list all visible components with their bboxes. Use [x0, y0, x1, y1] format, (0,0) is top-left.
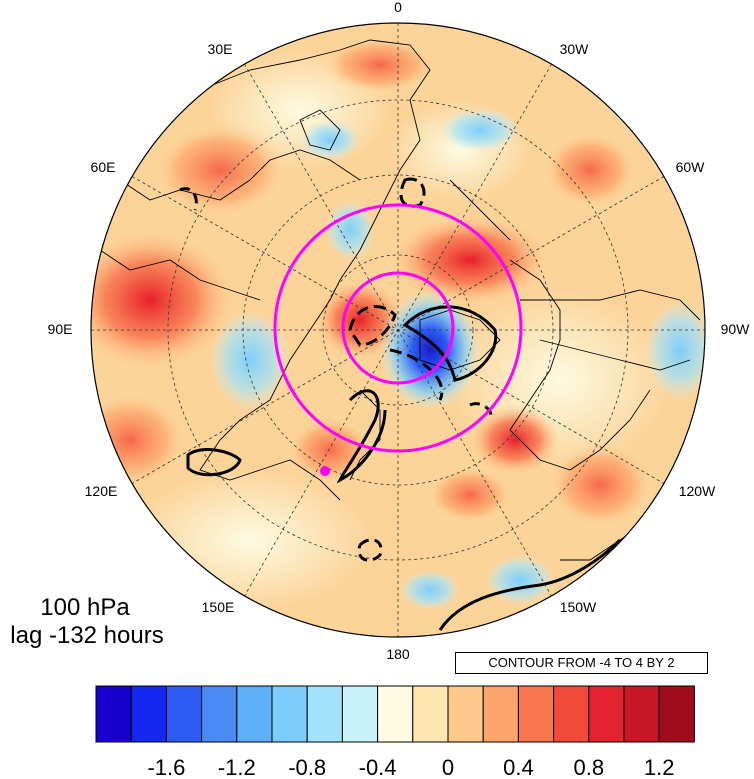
lon-label-180: 180	[386, 646, 410, 662]
colorbar-swatch	[588, 685, 625, 743]
location-marker	[320, 466, 330, 476]
colorbar-swatch	[271, 685, 308, 743]
colorbar-swatch	[658, 685, 695, 743]
outer-reference-circle	[273, 203, 523, 453]
colorbar-tick-label: -0.4	[359, 755, 397, 779]
colorbar-swatch	[306, 685, 343, 743]
colorbar-swatch	[412, 685, 449, 743]
colorbar-swatch	[165, 685, 203, 743]
lag-label: lag -132 hours	[10, 622, 164, 649]
lon-label-30e: 30E	[208, 41, 233, 57]
lon-label-0: 0	[394, 0, 402, 15]
lon-label-120w: 120W	[679, 483, 716, 499]
colorbar-swatch	[553, 685, 590, 743]
colorbar-swatch	[130, 685, 167, 743]
colorbar-tick-label: 0.4	[503, 755, 534, 779]
colorbar-tick-label: -1.6	[147, 755, 185, 779]
map-boundary	[90, 22, 706, 638]
colorbar: -1.6 -1.2 -0.8 -0.4 0 0.4 0.8 1.2	[95, 685, 695, 779]
graticule	[91, 23, 705, 637]
colorbar-tick-label: 1.2	[644, 755, 675, 779]
longitude-labels: 0 30W 60W 90W 120W 150W 180 150E 120E 90…	[48, 0, 751, 662]
colorbar-swatch	[447, 685, 484, 743]
colorbar-swatch	[95, 685, 132, 743]
polar-map: 0 30W 60W 90W 120W 150W 180 150E 120E 90…	[48, 0, 751, 662]
lon-label-150w: 150W	[560, 599, 597, 615]
pressure-level-label: 100 hPa	[40, 594, 130, 621]
colorbar-swatch	[623, 685, 660, 743]
colorbar-swatch	[236, 685, 273, 743]
lon-label-60e: 60E	[91, 159, 116, 175]
lon-label-90w: 90W	[721, 321, 751, 337]
colorbar-tick-label: 0	[442, 755, 454, 779]
lon-label-120e: 120E	[85, 483, 118, 499]
inner-reference-circle	[341, 271, 455, 385]
colorbar-swatch	[517, 685, 555, 743]
colorbar-swatch	[341, 685, 379, 743]
reference-circles	[273, 203, 523, 453]
lon-label-30w: 30W	[560, 41, 590, 57]
lon-label-150e: 150E	[202, 599, 235, 615]
colorbar-tick-label: -0.8	[288, 755, 326, 779]
lon-label-60w: 60W	[676, 159, 706, 175]
contour-lines	[179, 177, 622, 631]
coastlines	[99, 39, 701, 561]
colorbar-swatch	[201, 685, 238, 743]
colorbar-swatches	[95, 685, 695, 743]
contour-info-box: CONTOUR FROM -4 TO 4 BY 2	[455, 652, 708, 674]
colorbar-tick-label: -1.2	[218, 755, 256, 779]
colorbar-tick-label: 0.8	[574, 755, 605, 779]
colorbar-swatch	[377, 685, 414, 743]
lon-label-90e: 90E	[48, 321, 73, 337]
colorbar-swatch	[482, 685, 519, 743]
colorbar-tick-labels: -1.6 -1.2 -0.8 -0.4 0 0.4 0.8 1.2	[147, 755, 674, 779]
